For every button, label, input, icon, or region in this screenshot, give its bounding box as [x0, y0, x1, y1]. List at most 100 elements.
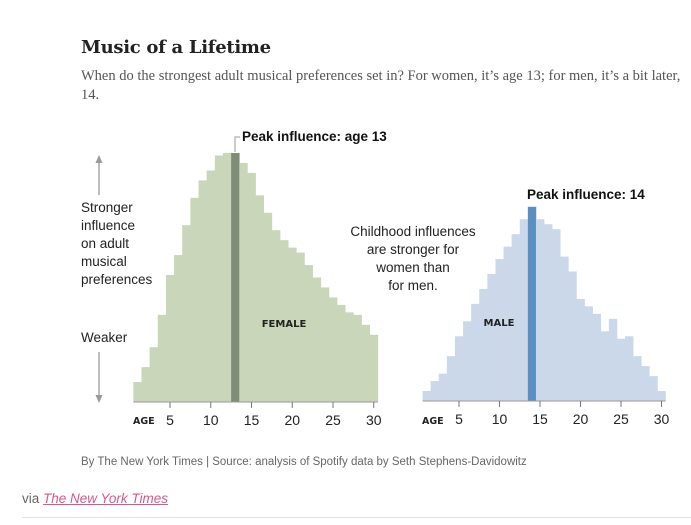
female-bar	[263, 212, 273, 402]
male-bar	[560, 256, 569, 401]
female-series-label: FEMALE	[262, 319, 307, 330]
female-tick-label: 20	[284, 412, 300, 428]
female-peak-bar	[231, 153, 240, 402]
female-bar	[141, 367, 150, 402]
female-bar	[255, 195, 265, 402]
female-bars	[133, 153, 379, 402]
y-axis-direction: Stronger influence on adult musical pref…	[81, 155, 153, 403]
male-bar	[568, 271, 577, 401]
male-bar	[608, 318, 618, 401]
female-bar	[353, 314, 362, 402]
via-attribution: via The New York Times	[22, 491, 168, 506]
female-tick-label: 5	[166, 412, 174, 428]
female-bar	[239, 162, 248, 402]
y-label-stronger-4: musical	[81, 254, 127, 269]
divider	[22, 517, 691, 518]
male-bar	[503, 246, 512, 401]
male-bar	[592, 313, 602, 401]
male-bar	[495, 259, 504, 401]
female-bar	[320, 287, 330, 402]
middle-annotation: Childhood influences are stronger for wo…	[350, 224, 476, 293]
male-bars	[422, 206, 666, 401]
male-bar	[463, 321, 472, 401]
male-bar	[657, 391, 666, 401]
y-label-stronger-3: on adult	[81, 236, 129, 251]
female-bar	[296, 252, 305, 402]
male-tick-label: 30	[654, 411, 670, 427]
male-bar	[625, 336, 634, 401]
male-tick-label: 10	[492, 411, 508, 427]
female-bar	[328, 297, 338, 402]
female-peak-label: Peak influence: age 13	[242, 129, 387, 144]
note-line-4: for men.	[388, 278, 438, 293]
female-bar	[165, 275, 175, 402]
female-bar	[149, 347, 159, 402]
male-bar	[446, 356, 456, 401]
male-bar	[438, 373, 448, 401]
female-bar	[345, 312, 354, 402]
male-bar	[600, 331, 610, 401]
male-tick-label: 15	[532, 411, 548, 427]
male-age-label: AGE	[422, 416, 444, 427]
male-bar	[584, 306, 593, 401]
male-tick-label: 20	[573, 411, 589, 427]
male-bar	[430, 381, 440, 401]
female-bar	[190, 197, 199, 402]
male-bar	[535, 219, 545, 401]
male-tick-label: 25	[613, 411, 629, 427]
female-tick-label: 25	[325, 412, 341, 428]
female-x-axis: 5 10 15 20 25 30	[133, 401, 382, 428]
male-bar	[519, 219, 529, 401]
female-bar	[361, 324, 370, 402]
male-bar	[544, 224, 553, 401]
male-peak-label: Peak influence: 14	[527, 187, 645, 202]
female-bar	[157, 314, 167, 402]
male-bar	[511, 234, 521, 401]
male-bar	[552, 229, 561, 401]
y-label-stronger-5: preferences	[81, 272, 153, 287]
y-label-weaker: Weaker	[81, 330, 128, 345]
female-bar	[304, 265, 313, 402]
female-bar	[133, 382, 142, 402]
female-bar	[222, 153, 232, 402]
page-subtitle: When do the strongest adult musical pref…	[81, 68, 681, 103]
female-tick-label: 10	[203, 412, 219, 428]
via-prefix: via	[22, 491, 40, 506]
male-bar	[487, 274, 496, 401]
female-bar	[182, 225, 191, 402]
male-bar	[454, 336, 464, 401]
female-bar	[312, 277, 322, 402]
up-arrow-icon	[95, 155, 103, 163]
male-bar	[616, 338, 626, 401]
y-label-stronger-1: Stronger	[81, 200, 133, 215]
male-bar	[471, 303, 480, 401]
female-bar	[288, 247, 297, 402]
female-peak-leader-line	[234, 136, 240, 152]
down-arrow-icon	[95, 395, 103, 403]
female-age-label: AGE	[133, 416, 155, 427]
female-bar	[206, 170, 216, 402]
male-x-axis: 5 10 15 20 25 30	[422, 400, 670, 427]
male-bar	[422, 391, 431, 401]
histogram-chart: Stronger influence on adult musical pref…	[81, 129, 669, 428]
male-bar	[633, 356, 642, 401]
female-bar	[337, 304, 346, 402]
female-bar	[198, 180, 207, 402]
male-bar	[649, 376, 658, 401]
female-tick-label: 15	[244, 412, 260, 428]
male-bar	[641, 366, 650, 401]
male-peak-bar	[527, 206, 537, 401]
female-bar	[271, 230, 281, 402]
female-bar	[214, 155, 224, 402]
male-tick-label: 5	[455, 411, 463, 427]
note-line-2: are stronger for	[367, 242, 460, 257]
female-bar	[174, 255, 183, 402]
male-series-label: MALE	[484, 318, 515, 329]
female-bar	[247, 172, 256, 402]
male-bar	[479, 288, 488, 401]
male-panel: 5 10 15 20 25 30 AGE MALE Peak influence: 14	[422, 187, 669, 427]
via-link[interactable]: The New York Times	[43, 491, 168, 506]
female-bar	[280, 240, 289, 402]
female-tick-label: 30	[366, 412, 382, 428]
male-bar	[576, 298, 585, 401]
